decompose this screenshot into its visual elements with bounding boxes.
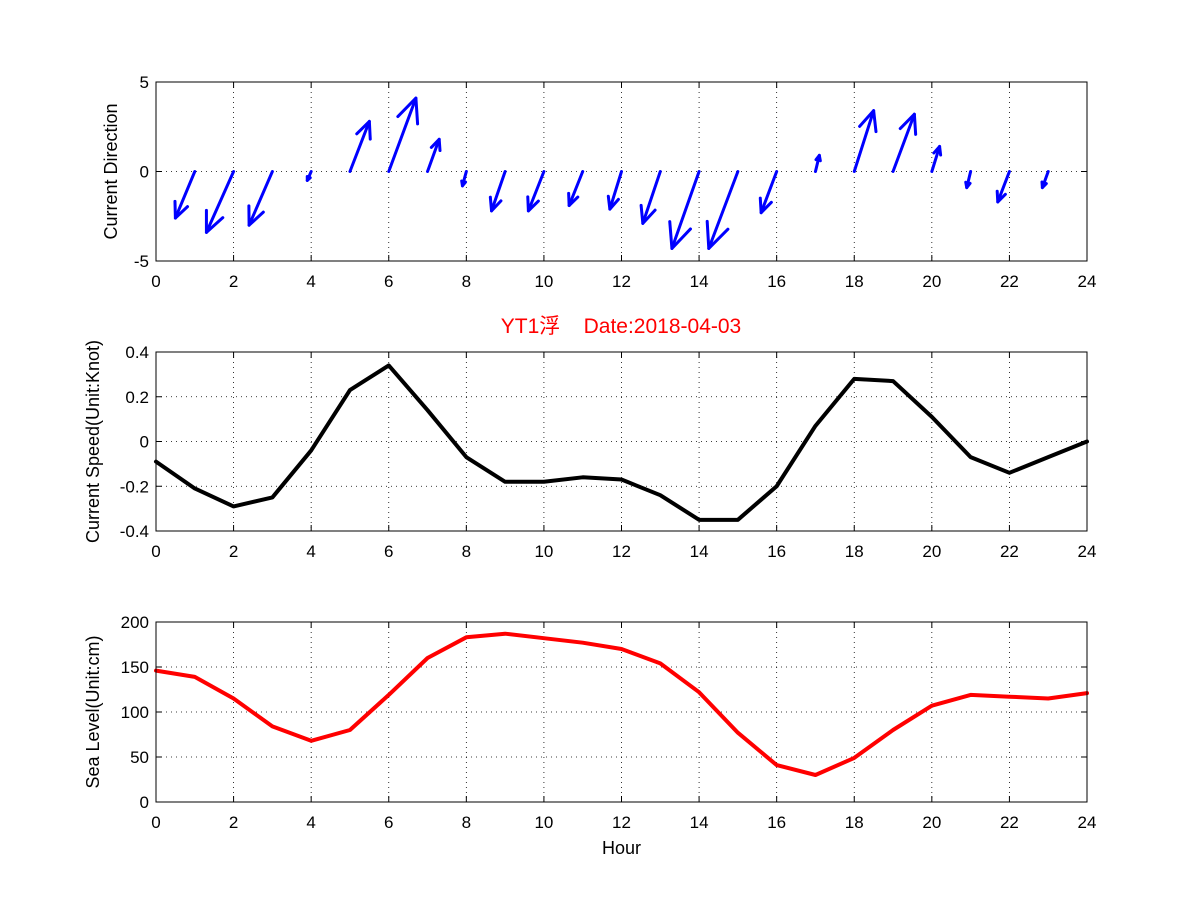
y-axis-label: Current Direction xyxy=(101,103,121,239)
direction-arrow xyxy=(488,170,507,213)
current-speed-line xyxy=(154,363,1089,522)
x-tick-label: 14 xyxy=(690,272,709,291)
x-tick-label: 10 xyxy=(534,542,553,561)
direction-arrow xyxy=(852,109,878,173)
x-tick-label: 12 xyxy=(612,542,631,561)
current-direction-panel: 0 2 4 6 8 10 12 14 16 18 20 22 24-505 Current Direct… xyxy=(101,73,1096,291)
x-tick-label: 2 xyxy=(229,272,238,291)
x-tick-label: 8 xyxy=(462,272,471,291)
y-tick-label: -5 xyxy=(134,252,149,271)
y-tick-label: 0 xyxy=(140,433,149,452)
x-tick-label: 20 xyxy=(922,542,941,561)
x-tick-label: 18 xyxy=(845,813,864,832)
x-tick-label: 12 xyxy=(612,272,631,291)
direction-arrow xyxy=(995,170,1011,204)
sea-level-line xyxy=(154,631,1089,777)
direction-arrow xyxy=(813,153,822,173)
y-tick-label: 200 xyxy=(121,613,149,632)
x-tick-label: 24 xyxy=(1078,813,1097,832)
y-tick-label: 50 xyxy=(130,748,149,767)
x-tick-label: 8 xyxy=(462,542,471,561)
y-tick-label: -0.2 xyxy=(120,477,149,496)
direction-arrow xyxy=(426,137,442,173)
x-tick-label: 18 xyxy=(845,272,864,291)
x-tick-label: 4 xyxy=(306,542,315,561)
x-tick-label: 6 xyxy=(384,813,393,832)
x-tick-label: 2 xyxy=(229,813,238,832)
x-tick-label: 16 xyxy=(767,813,786,832)
direction-arrow xyxy=(247,170,274,227)
x-tick-label: 0 xyxy=(151,542,160,561)
y-tick-label: 0 xyxy=(140,163,149,182)
x-tick-label: 8 xyxy=(462,813,471,832)
x-tick-label: 22 xyxy=(1000,542,1019,561)
y-tick-label: 150 xyxy=(121,658,149,677)
direction-arrow xyxy=(758,170,779,215)
y-tick-label: 100 xyxy=(121,703,149,722)
x-axis-label: Hour xyxy=(602,838,641,858)
x-tick-label: 6 xyxy=(384,272,393,291)
x-tick-label: 4 xyxy=(306,272,315,291)
x-tick-label: 10 xyxy=(534,813,553,832)
x-tick-label: 18 xyxy=(845,542,864,561)
current-speed-panel: 0 2 4 6 8 10 12 14 16 18 20 22 24-0.4-0.200.20.4 Cur… xyxy=(83,340,1096,561)
x-tick-label: 14 xyxy=(690,542,709,561)
direction-arrow xyxy=(668,170,701,250)
x-tick-label: 0 xyxy=(151,813,160,832)
direction-arrow xyxy=(606,170,623,211)
y-tick-label: -0.4 xyxy=(120,522,149,541)
x-tick-label: 22 xyxy=(1000,813,1019,832)
x-tick-label: 20 xyxy=(922,272,941,291)
direction-arrow xyxy=(204,170,236,234)
direction-arrow xyxy=(1040,170,1050,190)
direction-arrow xyxy=(305,170,313,182)
x-tick-label: 6 xyxy=(384,542,393,561)
direction-arrow xyxy=(526,170,546,213)
direction-arrow xyxy=(930,144,943,173)
direction-arrow xyxy=(348,119,372,173)
direction-arrow xyxy=(460,170,468,188)
x-tick-label: 16 xyxy=(767,272,786,291)
y-tick-label: 5 xyxy=(140,73,149,92)
x-tick-label: 4 xyxy=(306,813,315,832)
x-tick-label: 2 xyxy=(229,542,238,561)
chart-title: YT1浮 Date:2018-04-03 xyxy=(501,315,741,338)
x-tick-label: 16 xyxy=(767,542,786,561)
x-tick-label: 20 xyxy=(922,813,941,832)
direction-arrow xyxy=(387,96,420,173)
x-tick-label: 24 xyxy=(1078,542,1097,561)
x-tick-label: 10 xyxy=(534,272,553,291)
x-tick-label: 24 xyxy=(1078,272,1097,291)
x-tick-label: 14 xyxy=(690,813,709,832)
y-tick-label: 0.2 xyxy=(125,388,149,407)
y-tick-label: 0.4 xyxy=(125,343,149,362)
direction-arrow xyxy=(964,170,973,190)
direction-arrow xyxy=(705,170,740,250)
direction-arrow xyxy=(891,112,918,173)
x-tick-label: 0 xyxy=(151,272,160,291)
x-tick-label: 22 xyxy=(1000,272,1019,291)
y-tick-label: 0 xyxy=(140,793,149,812)
direction-arrow xyxy=(567,170,585,208)
y-axis-label: Sea Level(Unit:cm) xyxy=(83,635,103,788)
direction-arrow xyxy=(173,170,197,220)
x-tick-label: 12 xyxy=(612,813,631,832)
direction-arrow xyxy=(639,170,662,225)
y-axis-label: Current Speed(Unit:Knot) xyxy=(83,340,103,543)
